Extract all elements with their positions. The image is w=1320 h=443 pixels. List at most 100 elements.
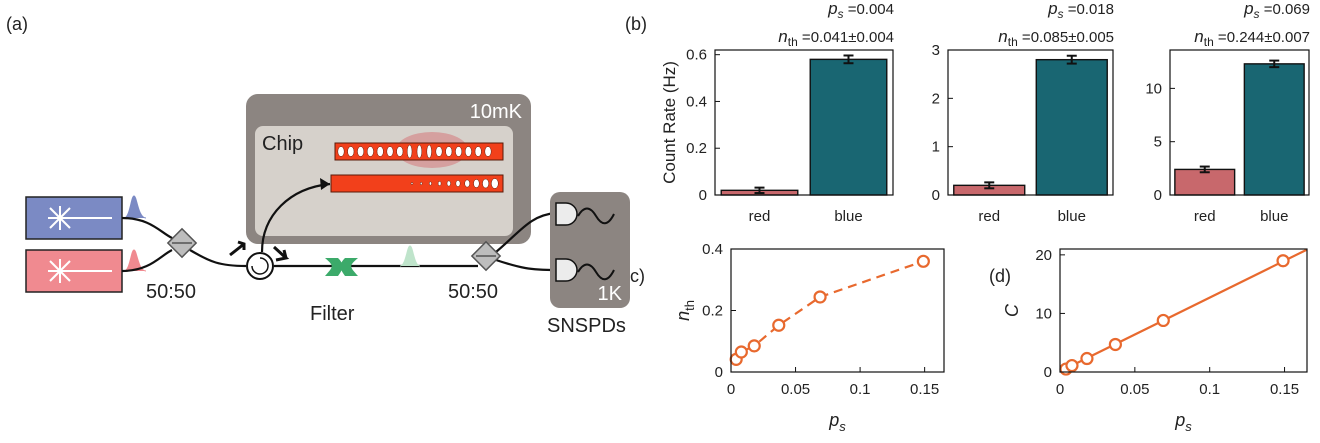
hole: [337, 146, 345, 157]
hole: [473, 179, 480, 188]
panel-label-b: (b): [625, 14, 647, 34]
hole: [426, 144, 432, 159]
hole: [437, 181, 442, 186]
detector-2-signal-icon: [577, 263, 615, 281]
nth-symbol: n: [1194, 27, 1203, 46]
nth-vs-ps-chart: 0 0.05 0.1 0.15 0 0.2 0.4 ps nth: [673, 241, 945, 434]
y-tick-label: 5: [1154, 134, 1162, 151]
y-tick-label: 0: [1154, 187, 1162, 204]
hole: [455, 180, 461, 187]
circulator: [246, 252, 274, 280]
hole: [482, 178, 490, 189]
device-top-holes: [337, 144, 492, 159]
pulse-red-icon: [123, 249, 147, 272]
x-axis-label: ps: [1174, 410, 1192, 434]
y-tick-label: 20: [1035, 247, 1052, 264]
hole: [357, 146, 365, 157]
x-tick-label: 0.15: [910, 381, 939, 398]
y-tick-label: 0.6: [686, 47, 707, 64]
error-bar-blue: [1269, 59, 1280, 69]
bar-chart-b3: red blue 0 5 10 ps =0.069 nth =0.244±0.007: [1145, 0, 1310, 225]
arrow-out-icon: [272, 245, 290, 262]
chip-label: Chip: [262, 133, 303, 155]
device-bottom-holes: [410, 178, 499, 189]
detector-label: SNSPDs: [547, 315, 626, 337]
filter-label: Filter: [310, 303, 355, 325]
hole: [396, 146, 404, 157]
data-point: [916, 254, 930, 268]
y-axis-label-main: C: [1002, 303, 1022, 317]
nth-annotation: nth =0.085±0.005: [998, 27, 1114, 49]
hole: [386, 146, 394, 157]
ps-annotation: ps =0.018: [1047, 0, 1114, 21]
hole: [435, 146, 443, 157]
data-point: [772, 318, 786, 332]
x-tick-label: 0.05: [781, 381, 810, 398]
hole: [445, 146, 453, 157]
hole: [484, 146, 492, 157]
nth-subscript: th: [788, 35, 798, 49]
axes-frame: [1059, 248, 1308, 373]
axes-frame: [730, 248, 945, 373]
ps-symbol: p: [827, 0, 837, 18]
x-tick-label: 0.1: [850, 381, 871, 398]
y-axis-label-sub: th: [682, 300, 697, 311]
bar-chart-b2: red blue 0 1 2 3 ps =0.018 nth =0.085±0.005: [932, 0, 1114, 225]
c-vs-ps-chart: 0 0.05 0.1 0.15 0 10 20 ps C: [1002, 247, 1308, 434]
error-bar-red: [754, 186, 765, 195]
error-bar-blue: [1066, 54, 1077, 65]
device-bottom: [330, 174, 504, 193]
x-tick-label: 0.1: [1199, 381, 1220, 398]
y-tick-label: 0.2: [686, 140, 707, 157]
x-tick-label: 0: [1056, 381, 1064, 398]
y-axis-label-main: n: [673, 311, 693, 321]
ps-value: =0.018: [1064, 1, 1114, 18]
arrow-to-chip-icon: [320, 178, 330, 190]
y-tick-label: 0: [699, 187, 707, 204]
hole: [416, 144, 423, 159]
ps-subscript: s: [1254, 7, 1260, 21]
hole: [376, 146, 384, 157]
data-point: [1065, 358, 1079, 373]
y-tick-label: 0.2: [702, 303, 723, 320]
data-point: [1156, 313, 1170, 328]
detector-1-signal-icon: [577, 207, 615, 225]
axes-frame: [1169, 49, 1310, 196]
data-point: [813, 290, 827, 304]
setup-diagram: 10mK Chip: [25, 94, 630, 337]
nth-subscript: th: [1204, 35, 1214, 49]
x-tick-label: red: [1194, 208, 1216, 225]
y-tick-label: 0: [715, 364, 723, 381]
hole: [406, 144, 413, 159]
x-tick-label: 0: [727, 381, 735, 398]
axes-frame: [714, 49, 894, 196]
filter-right-icon: [340, 258, 358, 276]
data-point: [1276, 254, 1290, 268]
nth-value: =0.244±0.007: [1214, 29, 1310, 46]
hole: [366, 146, 374, 157]
error-bar-red: [1199, 165, 1210, 174]
ps-subscript: s: [1058, 7, 1064, 21]
laser-red-star-icon: [48, 259, 112, 283]
nth-symbol: n: [998, 27, 1007, 46]
hole: [474, 146, 482, 157]
panel-label-a: (a): [6, 14, 28, 34]
detector-1-icon: [555, 202, 578, 226]
y-tick-label: 1: [932, 139, 940, 156]
fibers: [121, 182, 557, 273]
arrow-in-icon: [229, 240, 246, 257]
y-tick-label: 0.4: [702, 241, 723, 258]
ps-subscript: s: [838, 7, 844, 21]
ps-symbol: p: [1047, 0, 1057, 18]
laser-blue-star-icon: [48, 206, 112, 230]
x-tick-label: red: [978, 208, 1000, 225]
error-bar-blue: [843, 54, 854, 65]
hole: [464, 179, 470, 188]
nth-subscript: th: [1008, 35, 1018, 49]
fit-line: [1059, 248, 1308, 373]
pulse-filtered-icon: [399, 245, 421, 267]
x-axis-label: ps: [828, 410, 846, 434]
ps-annotation: ps =0.069: [1243, 0, 1310, 21]
bar-blue: [1035, 58, 1108, 196]
